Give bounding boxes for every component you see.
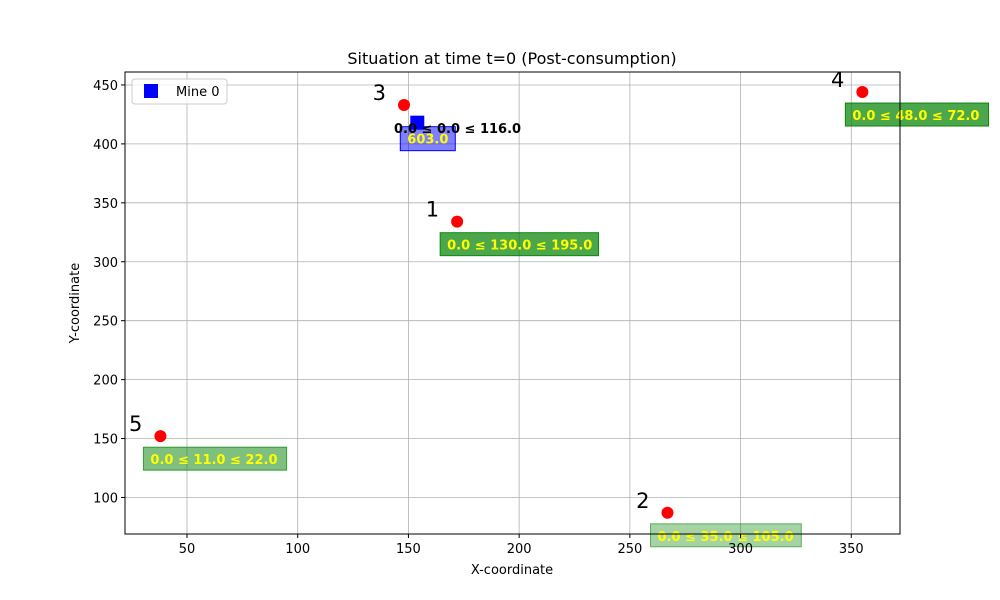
value-box-4 bbox=[844, 102, 990, 127]
value-text-2: 0.0 ≤ 35.0 ≤ 105.0 bbox=[658, 530, 794, 545]
point-label-5: 5 bbox=[129, 412, 142, 436]
chart-title: Situation at time t=0 (Post-consumption) bbox=[347, 49, 676, 68]
point-label-1: 1 bbox=[426, 198, 439, 222]
point-label-2: 2 bbox=[636, 489, 649, 513]
x-tick-label: 250 bbox=[617, 542, 642, 557]
x-tick-label: 50 bbox=[179, 542, 196, 557]
value-text-5: 0.0 ≤ 11.0 ≤ 22.0 bbox=[150, 453, 277, 468]
mine-marker bbox=[410, 115, 425, 130]
annotation-boxes: 0.0 ≤ 130.0 ≤ 195.0 0.0 ≤ 35.0 ≤ 105.0 0.0… bbox=[142, 102, 990, 548]
x-axis-label: X-coordinate bbox=[471, 563, 553, 578]
markers: 1 2 3 4 5 0.0 ≤ 0.0 ≤ 116.0 bbox=[129, 68, 869, 519]
ticks: 50 100 150 200 250 300 350 100 150 200 250 300 350 40… bbox=[93, 79, 864, 557]
x-tick-label: 350 bbox=[839, 542, 864, 557]
value-box-5 bbox=[142, 446, 288, 471]
y-tick-label: 100 bbox=[93, 491, 118, 506]
y-tick-label: 150 bbox=[93, 433, 118, 448]
point-marker-4 bbox=[856, 86, 869, 99]
y-tick-label: 400 bbox=[93, 138, 118, 153]
y-tick-label: 450 bbox=[93, 79, 118, 94]
legend-mine-marker bbox=[144, 84, 158, 98]
x-tick-label: 100 bbox=[285, 542, 310, 557]
point-marker-2 bbox=[661, 506, 674, 519]
x-tick-label: 150 bbox=[396, 542, 421, 557]
value-box-2 bbox=[650, 523, 802, 548]
y-tick-label: 350 bbox=[93, 197, 118, 212]
point-label-3: 3 bbox=[373, 81, 386, 105]
x-tick-label: 300 bbox=[728, 542, 753, 557]
value-text-4: 0.0 ≤ 48.0 ≤ 72.0 bbox=[852, 109, 979, 124]
value-text-3: 0.0 ≤ 0.0 ≤ 116.0 bbox=[394, 122, 521, 137]
point-marker-1 bbox=[451, 215, 464, 228]
legend: Mine 0 bbox=[131, 78, 228, 105]
y-tick-label: 200 bbox=[93, 374, 118, 389]
mine-box bbox=[399, 126, 456, 152]
point-label-4: 4 bbox=[831, 68, 844, 92]
y-tick-label: 250 bbox=[93, 315, 118, 330]
y-axis-label: Y-coordinate bbox=[68, 263, 83, 344]
x-tick-label: 200 bbox=[507, 542, 532, 557]
value-text-1: 0.0 ≤ 130.0 ≤ 195.0 bbox=[447, 239, 592, 254]
legend-entry-mine: Mine 0 bbox=[176, 85, 219, 100]
grid bbox=[125, 72, 900, 534]
y-tick-label: 300 bbox=[93, 256, 118, 271]
value-box-1 bbox=[439, 232, 600, 257]
mine-value-text: 603.0 bbox=[407, 133, 448, 148]
plot-frame bbox=[124, 71, 901, 535]
point-marker-5 bbox=[154, 430, 167, 443]
point-marker-3 bbox=[398, 99, 410, 111]
